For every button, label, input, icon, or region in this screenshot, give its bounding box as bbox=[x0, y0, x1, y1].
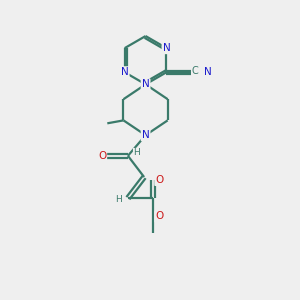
Text: N: N bbox=[142, 130, 149, 140]
Text: O: O bbox=[98, 151, 106, 161]
Text: O: O bbox=[155, 212, 164, 221]
Text: N: N bbox=[142, 79, 149, 89]
Text: C: C bbox=[192, 66, 199, 76]
Text: N: N bbox=[163, 43, 170, 53]
Text: N: N bbox=[121, 67, 128, 77]
Text: N: N bbox=[204, 67, 212, 77]
Text: H: H bbox=[134, 148, 140, 158]
Text: H: H bbox=[115, 195, 122, 204]
Text: O: O bbox=[155, 175, 164, 185]
